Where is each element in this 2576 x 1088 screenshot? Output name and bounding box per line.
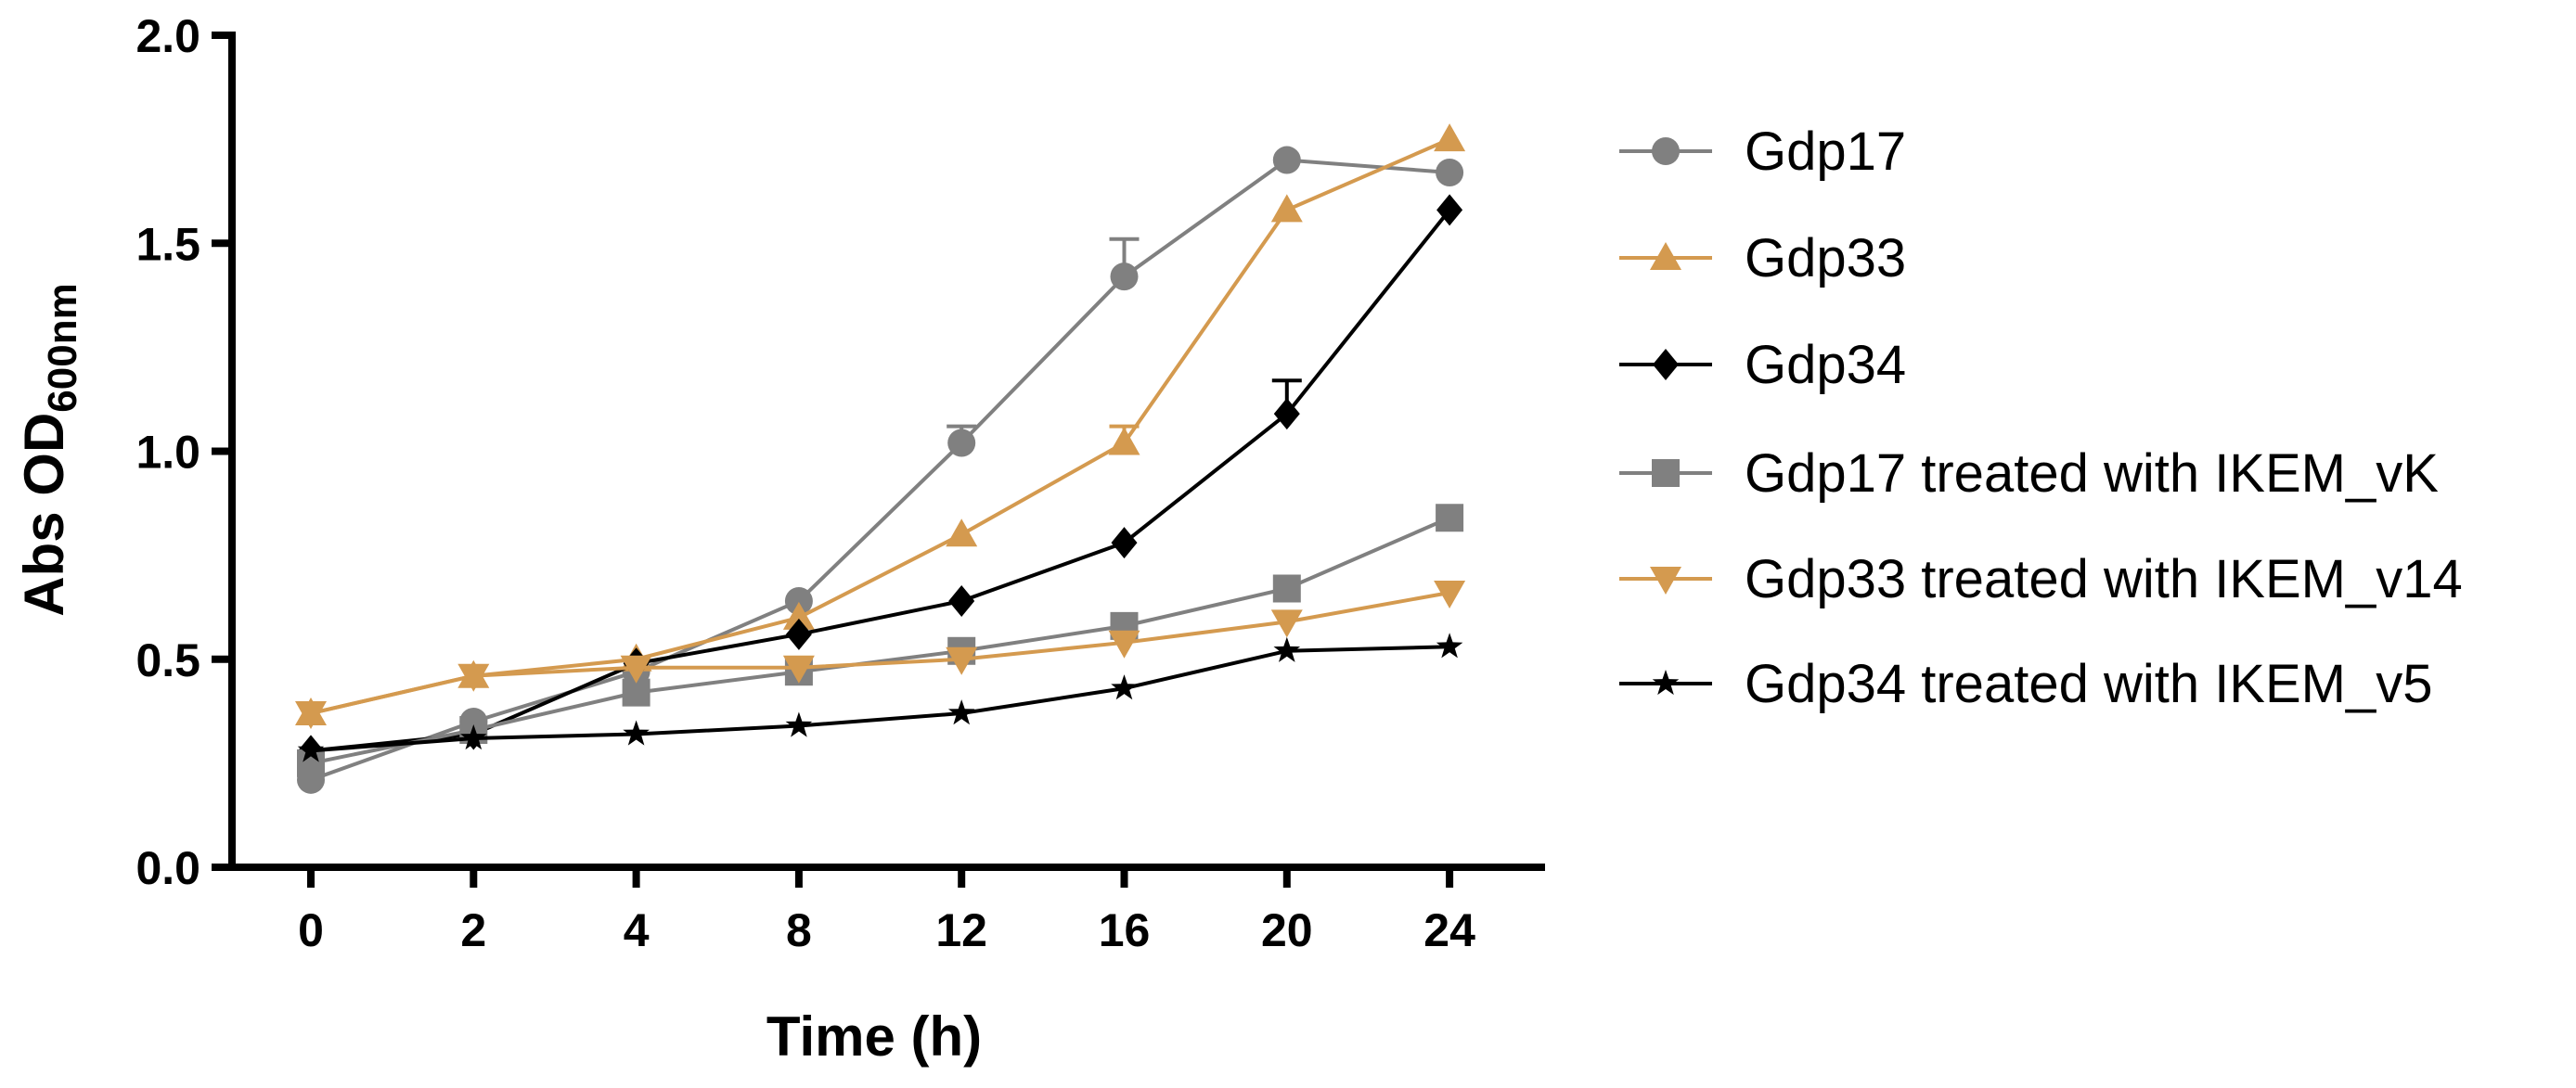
series-6	[297, 633, 1463, 762]
data-point	[1434, 580, 1466, 608]
data-point	[1270, 194, 1303, 223]
y-axis-title-main: Abs OD	[13, 413, 75, 617]
series-line	[310, 645, 1450, 753]
x-tick-label: 8	[786, 904, 812, 956]
series-line	[310, 158, 1450, 782]
legend-item-6: Gdp34 treated with IKEM_v5	[1619, 654, 2433, 714]
y-axis-title: Abs OD600nm	[13, 283, 85, 616]
x-tick-label: 20	[1261, 904, 1313, 956]
data-point	[1273, 636, 1301, 662]
x-tick-label: 16	[1099, 904, 1151, 956]
series-line	[310, 137, 1450, 716]
data-point	[1272, 574, 1301, 603]
legend-item-3: Gdp34	[1619, 335, 1906, 395]
y-tick-label: 0.5	[135, 634, 200, 686]
data-point	[784, 586, 813, 615]
y-tick-label: 1.5	[135, 218, 200, 270]
data-point	[782, 655, 815, 684]
legend-marker	[1652, 459, 1680, 487]
series-layer	[295, 123, 1466, 794]
data-point	[1111, 527, 1138, 559]
x-tick-label: 0	[298, 904, 324, 956]
legend-item-1: Gdp17	[1619, 122, 1906, 182]
data-point	[1434, 123, 1466, 152]
data-point	[1272, 146, 1301, 174]
data-point	[623, 720, 650, 746]
legend-label: Gdp34 treated with IKEM_v5	[1745, 654, 2433, 714]
legend-label: Gdp33 treated with IKEM_v14	[1745, 549, 2463, 609]
legend-marker	[1650, 567, 1681, 595]
legend-item-4: Gdp17 treated with IKEM_vK	[1619, 443, 2439, 504]
legend-label: Gdp34	[1745, 335, 1906, 395]
legend-marker	[1652, 137, 1680, 165]
data-point	[1111, 674, 1138, 700]
series-line	[310, 591, 1450, 716]
x-tick-label: 24	[1423, 904, 1475, 956]
data-point	[947, 699, 975, 725]
series-1	[297, 146, 1464, 794]
data-point	[1436, 633, 1463, 659]
legend-label: Gdp17 treated with IKEM_vK	[1745, 443, 2439, 504]
legend-marker	[1653, 349, 1679, 380]
data-point	[1436, 194, 1463, 226]
x-tick-label: 4	[624, 904, 650, 956]
data-point	[620, 655, 652, 684]
y-tick-label: 1.0	[135, 427, 200, 479]
data-point	[1273, 398, 1300, 430]
y-axis-title-subscript: 600nm	[40, 283, 85, 412]
legend-marker	[1650, 242, 1681, 270]
x-tick-label: 2	[460, 904, 486, 956]
data-point	[297, 736, 325, 762]
data-point	[1270, 609, 1303, 638]
data-point	[295, 701, 327, 730]
data-point	[946, 646, 978, 675]
legend-marker	[1652, 670, 1680, 696]
data-point	[1436, 159, 1464, 187]
legend-item-2: Gdp33	[1619, 228, 1906, 288]
data-point	[782, 601, 815, 630]
data-point	[1108, 427, 1140, 455]
legend-item-5: Gdp33 treated with IKEM_v14	[1619, 549, 2463, 609]
data-point	[1110, 262, 1139, 291]
y-tick-label: 2.0	[135, 10, 200, 62]
data-point	[1108, 630, 1140, 659]
axes: 0.00.51.01.52.00 2 4 8 12 16 20 24	[135, 10, 1545, 956]
data-point	[785, 711, 813, 737]
data-point	[947, 429, 976, 457]
x-axis-title: Time (h)	[766, 1005, 982, 1068]
data-point	[460, 724, 487, 750]
legend-label: Gdp17	[1745, 122, 1906, 182]
legend: Gdp17 Gdp33 Gdp34 Gdp17 treated with IKEM_v…	[1619, 122, 2463, 714]
y-tick-label: 0.0	[135, 842, 200, 894]
data-point	[948, 584, 975, 617]
data-point	[946, 518, 978, 547]
x-tick-label: 12	[935, 904, 987, 956]
data-point	[457, 663, 490, 692]
data-point	[1436, 504, 1464, 532]
series-line	[310, 516, 1450, 765]
legend-label: Gdp33	[1745, 228, 1906, 288]
data-point	[785, 618, 812, 650]
series-5	[295, 580, 1466, 730]
